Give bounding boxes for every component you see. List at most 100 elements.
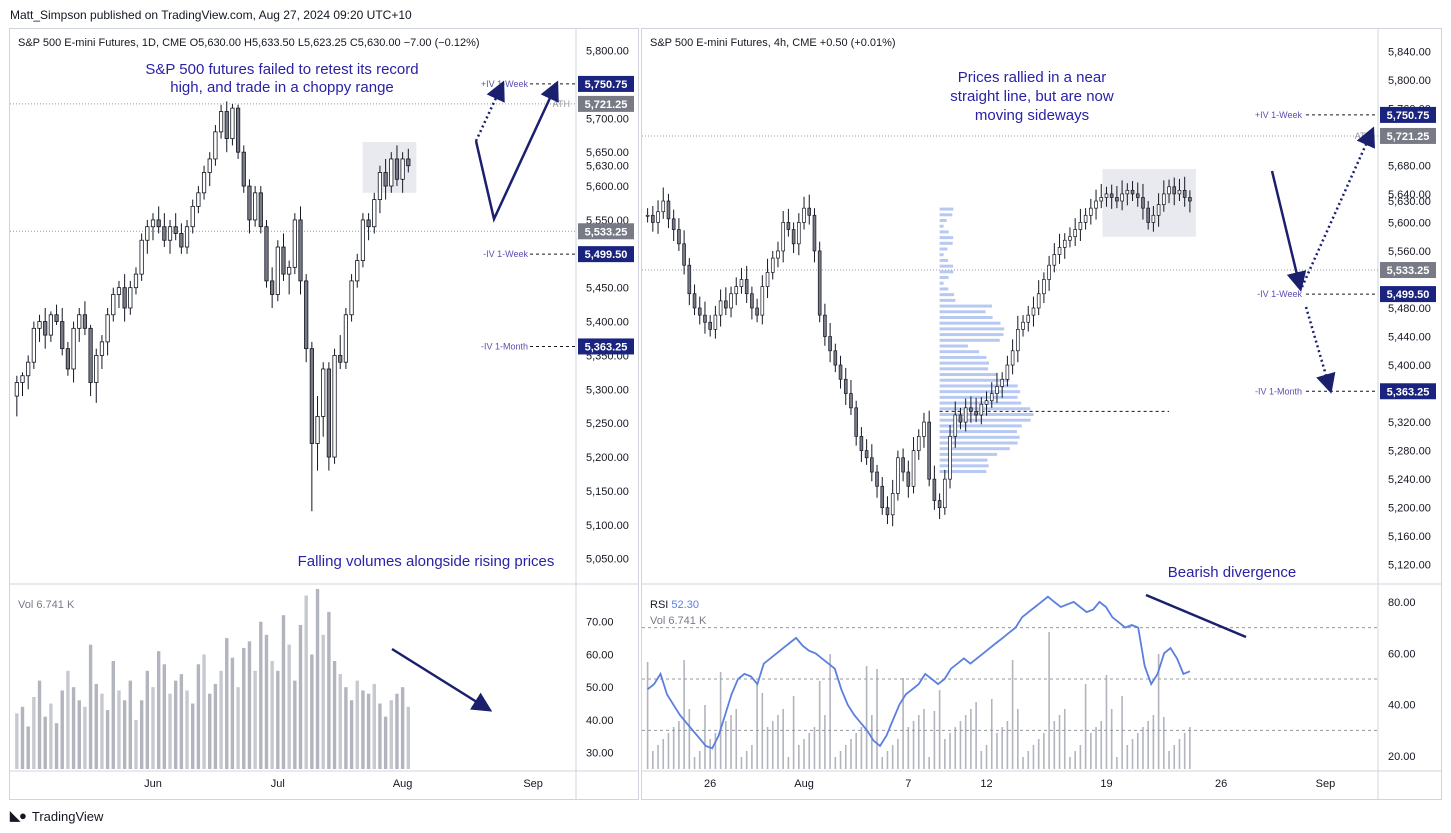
- right-candle-body: [760, 286, 765, 316]
- left-volume-bar: [162, 664, 167, 769]
- right-volume-profile-bar: [939, 424, 1022, 428]
- left-volume-bar: [366, 693, 371, 769]
- right-volume-bar: [928, 757, 930, 769]
- right-x-tick: Sep: [1316, 778, 1336, 790]
- left-volume-bar: [253, 670, 257, 769]
- left-x-tick: Sep: [523, 778, 543, 790]
- left-candle-body: [281, 246, 286, 275]
- right-volume-profile-bar: [939, 293, 955, 297]
- right-candle-body: [1078, 222, 1083, 230]
- left-candle-body: [43, 321, 48, 336]
- left-candle-body: [253, 192, 258, 221]
- rsi-line: [647, 595, 1191, 750]
- right-volume-bar: [766, 727, 769, 769]
- left-volume-bar: [270, 661, 274, 769]
- right-volume-bar: [704, 705, 706, 769]
- left-volume-bar: [122, 700, 127, 769]
- right-volume-bar: [792, 696, 795, 769]
- right-volume-bar: [944, 739, 946, 769]
- left-candle-body: [349, 280, 354, 316]
- right-chart-panel[interactable]: 5,840.005,800.005,760.005,720.005,680.00…: [641, 28, 1442, 800]
- right-volume-profile-bar: [939, 333, 1004, 337]
- right-volume-bar: [787, 757, 790, 769]
- right-candle-body: [823, 314, 827, 337]
- left-candle-body: [389, 158, 394, 187]
- right-candle-body: [765, 271, 770, 287]
- left-volume-bar: [321, 634, 325, 769]
- left-y-tick-label: 5,700.00: [586, 113, 629, 125]
- right-volume-bar: [761, 693, 764, 769]
- left-volume-bar: [219, 670, 223, 769]
- left-candle-body: [190, 205, 195, 228]
- left-y-tick-label: 5,600.00: [586, 181, 629, 193]
- left-candle-body: [156, 219, 161, 228]
- left-volume-bar: [344, 687, 348, 769]
- right-volume-profile-bar: [939, 310, 986, 314]
- left-price-box-mid-label: 5,533.25: [585, 226, 628, 238]
- left-volume-bar: [310, 654, 314, 769]
- left-price-box-ath: [578, 95, 634, 112]
- left-candle-body: [26, 361, 31, 377]
- left-candle-body: [128, 287, 133, 309]
- right-volume-bar: [646, 662, 649, 769]
- left-chart-svg[interactable]: 5,800.005,750.005,700.005,650.005,630.00…: [10, 29, 638, 799]
- left-volume-bar: [32, 697, 36, 769]
- right-candle-body: [671, 218, 676, 230]
- left-candle-body: [133, 273, 139, 289]
- right-volume-bar: [719, 672, 722, 769]
- left-x-tick: Aug: [393, 778, 413, 790]
- left-volume-bar: [378, 703, 382, 769]
- right-y-tick-label: 5,240.00: [1388, 474, 1431, 486]
- left-candle-body: [213, 131, 218, 160]
- right-volume-bar: [844, 745, 847, 769]
- right-x-tick: 26: [1215, 778, 1227, 790]
- left-candle-body: [258, 192, 263, 228]
- right-chart-title: S&P 500 E-mini Futures, 4h, CME: [650, 37, 817, 49]
- right-candle-body: [791, 229, 796, 245]
- right-volume-profile-bar: [939, 298, 956, 302]
- right-iv_month_down-tag: -IV 1-Month: [1255, 386, 1302, 396]
- left-volume-bar: [111, 661, 115, 769]
- left-candle-body: [224, 111, 229, 140]
- right-x-tick: 19: [1100, 778, 1112, 790]
- left-volume-bar: [49, 703, 53, 769]
- right-y-tick-label: 5,680.00: [1388, 160, 1431, 172]
- left-volume-bar: [264, 634, 269, 769]
- right-volume-legend: Vol 6.741 K: [650, 615, 706, 627]
- left-candle-body: [360, 219, 366, 261]
- right-volume-bar: [740, 757, 743, 769]
- right-volume-bar: [1006, 721, 1009, 769]
- left-candle-body: [14, 382, 19, 397]
- right-candle-body: [1068, 236, 1072, 241]
- right-candle-body: [781, 222, 785, 252]
- left-volume-bar: [202, 654, 206, 769]
- left-volume-bar: [191, 703, 195, 769]
- left-low: L5,623.25: [297, 37, 347, 49]
- tradingview-logo[interactable]: ◣● TradingView: [10, 808, 103, 824]
- left-volume-bar: [259, 621, 263, 769]
- left-volume-bar: [26, 726, 30, 769]
- right-volume-profile-bar: [939, 384, 1018, 388]
- left-candle-body: [270, 280, 275, 295]
- right-candle-body: [1099, 197, 1104, 202]
- right-volume-bar: [907, 727, 910, 769]
- right-iv_week_up-tag: +IV 1-Week: [1255, 110, 1303, 120]
- rsi-label: RSI: [650, 599, 669, 611]
- left-chart-panel[interactable]: 5,800.005,750.005,700.005,650.005,630.00…: [9, 28, 639, 800]
- left-volume-tick: 60.00: [586, 649, 614, 661]
- right-candle-body: [651, 214, 655, 223]
- right-candle-body: [1031, 307, 1036, 316]
- right-price-box-mid-label: 5,533.25: [1387, 265, 1430, 277]
- right-chart-svg[interactable]: 5,840.005,800.005,760.005,720.005,680.00…: [642, 29, 1441, 799]
- right-candle-body: [1135, 193, 1140, 198]
- left-volume-bar: [128, 680, 133, 769]
- right-candle-body: [958, 414, 963, 423]
- right-volume-bar: [683, 660, 685, 769]
- right-volume-profile-bar: [939, 458, 988, 462]
- left-candle-body: [247, 185, 252, 221]
- right-volume-bar: [1126, 745, 1129, 769]
- right-candle-body: [697, 307, 702, 316]
- right-volume-profile-bar: [939, 224, 944, 228]
- right-volume-bar: [652, 751, 654, 769]
- left-candle-body: [111, 294, 116, 316]
